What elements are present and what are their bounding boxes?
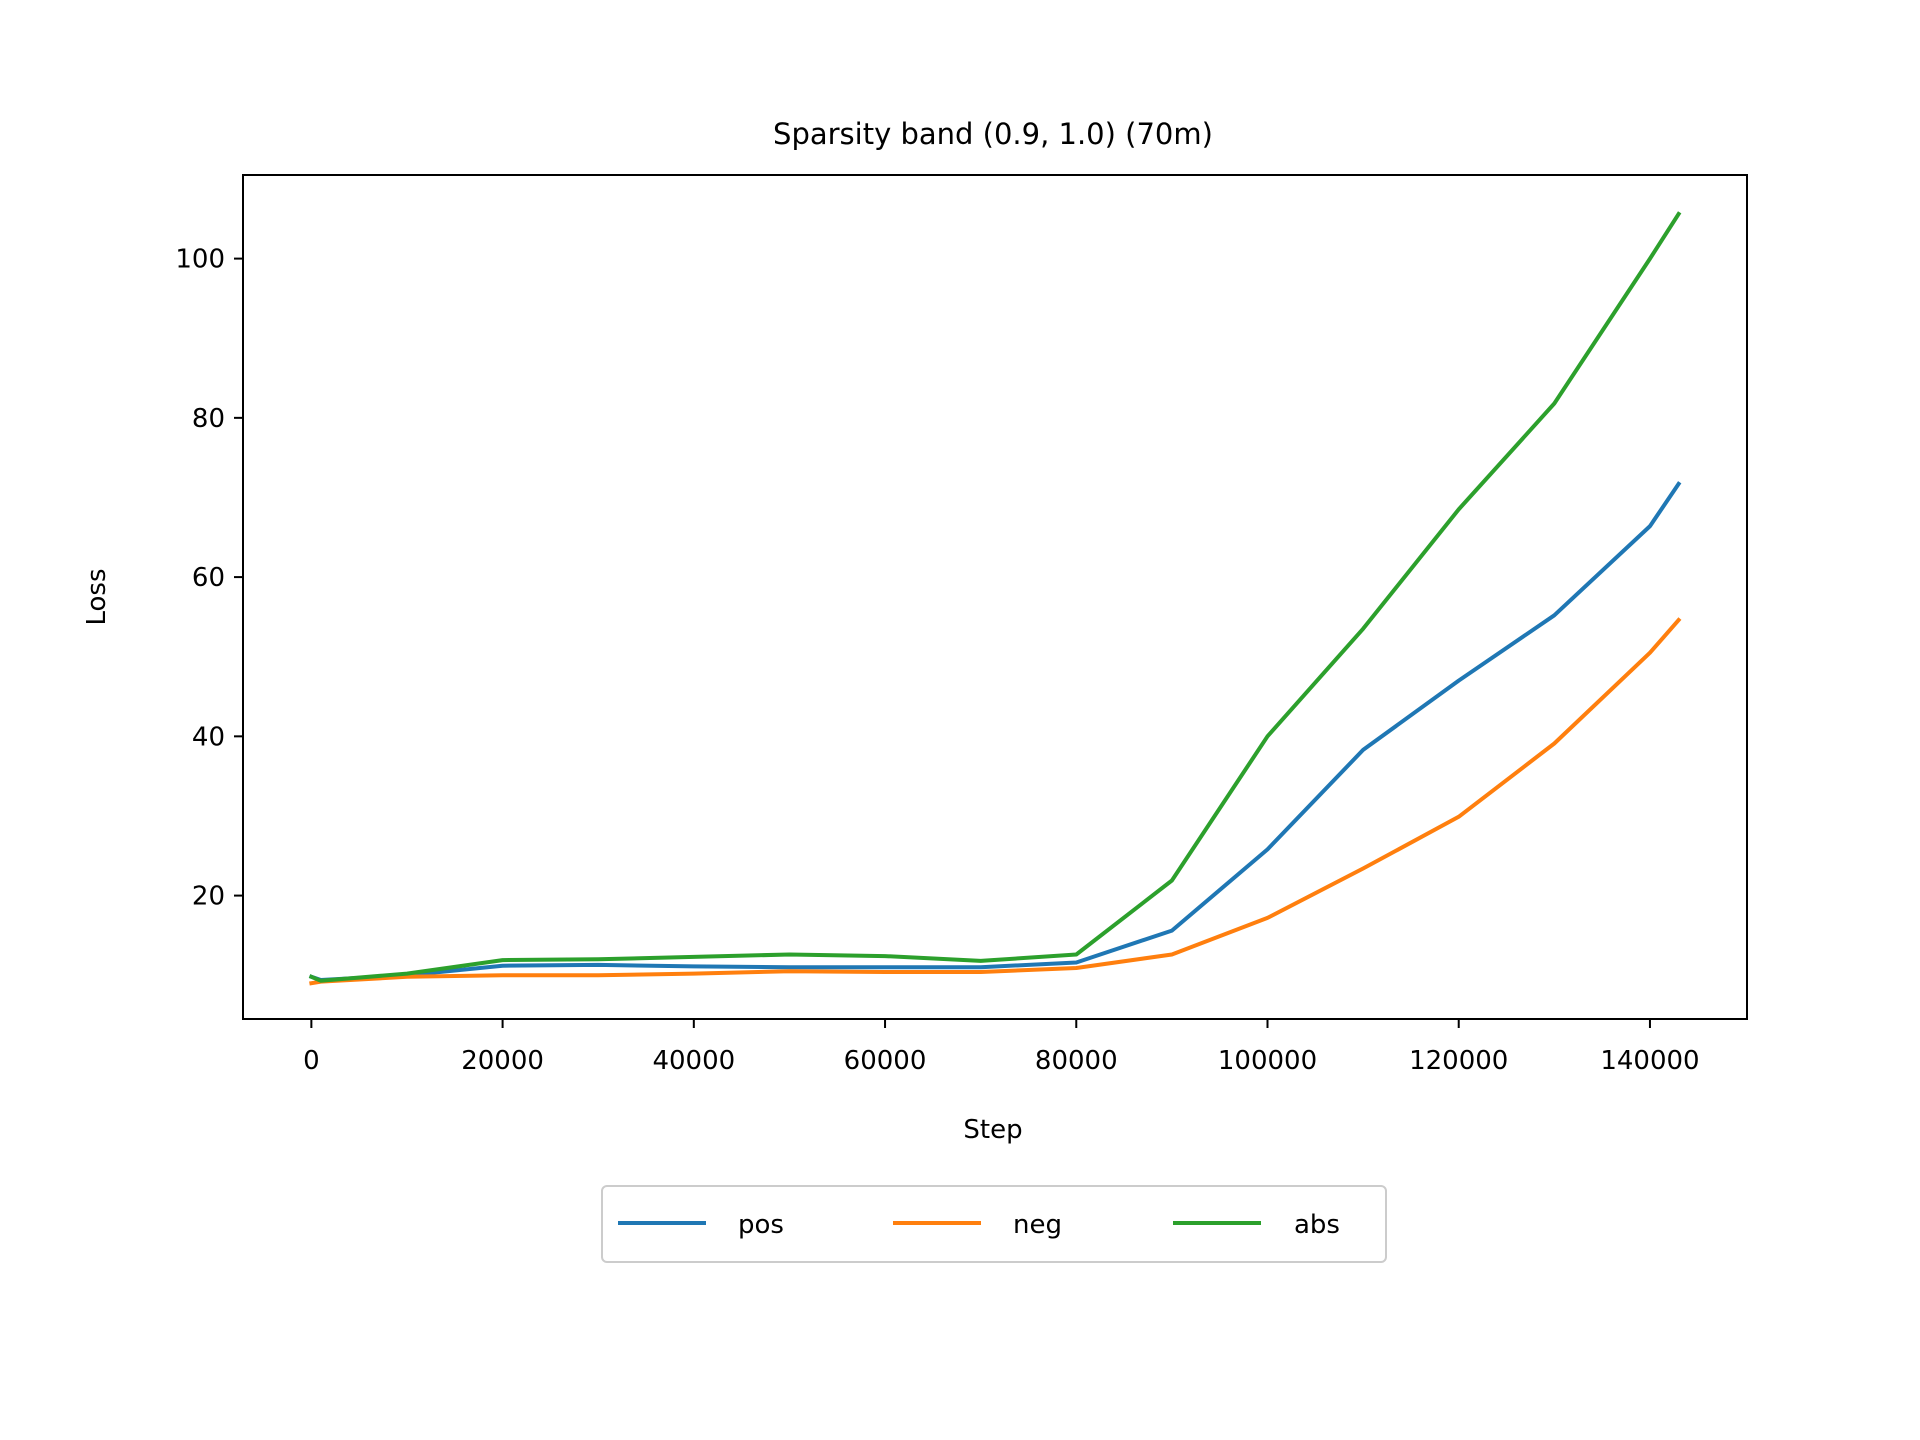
series-layer	[308, 211, 1682, 986]
plot-area	[242, 174, 1748, 1020]
y-tick-label: 20	[192, 882, 225, 912]
x-tick-label: 40000	[652, 1046, 735, 1076]
legend-label-neg: neg	[1013, 1210, 1062, 1240]
legend-box	[601, 1185, 1387, 1263]
y-tick-label: 100	[175, 245, 225, 275]
x-axis: 0 20000 40000 60000 80000 100000 120000 140000	[303, 1019, 1700, 1076]
x-tick-label: 140000	[1600, 1046, 1699, 1076]
x-tick-label: 80000	[1035, 1046, 1118, 1076]
series-line-pos	[308, 481, 1682, 982]
legend: pos neg abs	[601, 1185, 1387, 1263]
x-tick-label: 120000	[1409, 1046, 1508, 1076]
y-tick-label: 60	[192, 563, 225, 593]
x-tick-label: 0	[303, 1046, 320, 1076]
series-line-abs	[308, 211, 1682, 983]
chart-title: Sparsity band (0.9, 1.0) (70m)	[773, 117, 1213, 151]
y-axis-label: Loss	[82, 568, 112, 625]
x-tick-label: 20000	[461, 1046, 544, 1076]
y-tick-label: 40	[192, 722, 225, 752]
y-tick-label: 80	[192, 404, 225, 434]
x-tick-label: 60000	[844, 1046, 927, 1076]
x-tick-label: 100000	[1218, 1046, 1317, 1076]
legend-label-abs: abs	[1294, 1210, 1340, 1240]
y-axis: 20 40 60 80 100	[175, 245, 243, 912]
series-line-neg	[309, 617, 1682, 986]
x-axis-label: Step	[963, 1115, 1022, 1145]
legend-label-pos: pos	[738, 1210, 784, 1240]
